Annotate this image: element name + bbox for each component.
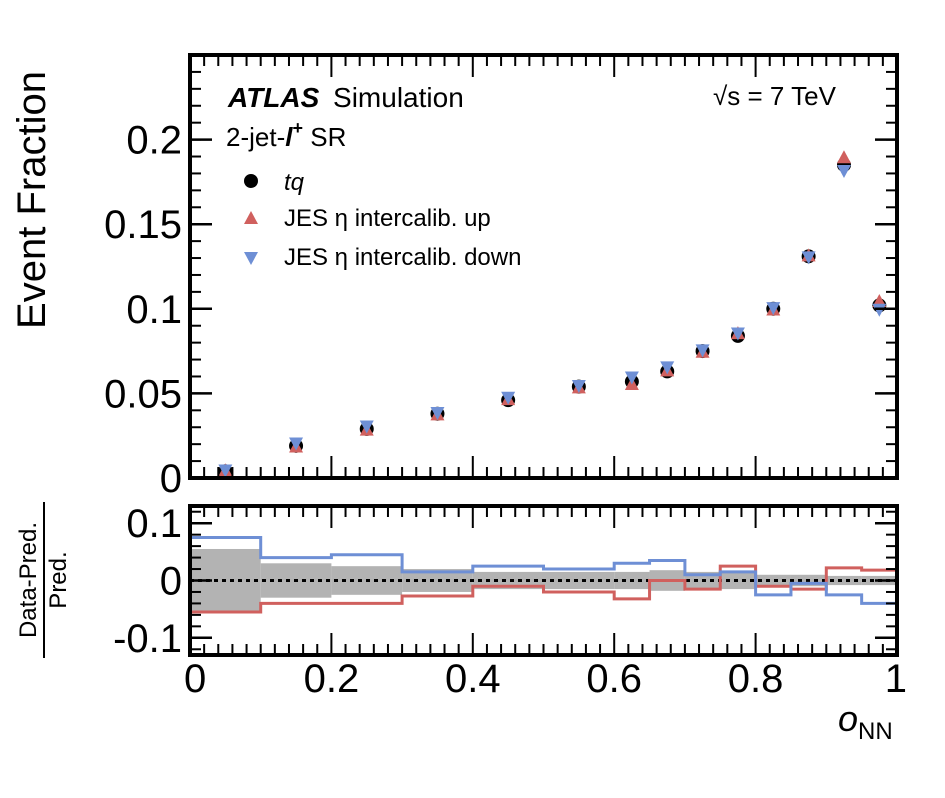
- ratio-step-up: [190, 564, 897, 614]
- x-tick-label: 0.8: [728, 657, 784, 701]
- point-down: [218, 464, 233, 478]
- main-panel: 0 0.05 0.1 0.15 0.2: [104, 53, 899, 501]
- point-down: [872, 303, 887, 317]
- point-down: [660, 361, 675, 375]
- point-down: [359, 420, 374, 434]
- ratio-y-axis-title: Data-Pred. Pred.: [15, 502, 72, 658]
- ratio-panel: -0.100.10 0.2 0.4 0.6 0.8 1: [113, 502, 907, 701]
- y-tick-label: 0.05: [104, 372, 182, 416]
- x-tick-label: 0.2: [304, 657, 360, 701]
- point-down: [766, 302, 781, 316]
- x-tick-label: 0.4: [445, 657, 501, 701]
- legend-marker-tq: [244, 174, 258, 188]
- y-tick-label: 0.15: [104, 203, 182, 247]
- point-down: [695, 344, 710, 358]
- ratio-y-denominator: Pred.: [45, 551, 72, 608]
- legend-marker-up: [244, 211, 258, 224]
- point-up: [872, 294, 887, 308]
- ratio-y-numerator: Data-Pred.: [15, 522, 42, 638]
- y-tick-label: 0.2: [126, 119, 182, 163]
- point-down: [430, 407, 445, 421]
- y-tick-label: 0.1: [126, 288, 182, 332]
- x-axis-title: oNN: [838, 698, 893, 745]
- point-down: [571, 379, 586, 393]
- legend-marker-down: [244, 252, 258, 265]
- ratio-y-tick-label: 0.1: [126, 502, 182, 546]
- point-down: [730, 327, 745, 341]
- point-up: [836, 150, 851, 164]
- point-down: [624, 371, 639, 385]
- ratio-step-down: [190, 536, 897, 605]
- energy-label: √s = 7 TeV: [713, 81, 837, 111]
- point-down: [501, 391, 516, 405]
- x-tick-label: 1: [885, 657, 907, 701]
- y-axis-title: Event Fraction: [10, 71, 54, 329]
- x-tick-label: 0: [184, 657, 206, 701]
- uncertainty-band: [543, 571, 615, 590]
- point-down: [801, 251, 816, 265]
- region-label: 2-jet-l+ SR: [226, 118, 346, 152]
- x-tick-label: 0.6: [586, 657, 642, 701]
- legend-label-down: JES η intercalib. down: [284, 244, 521, 271]
- uncertainty-band: [755, 574, 791, 587]
- ratio-y-tick-label: -0.1: [113, 617, 182, 661]
- legend-label-tq: tq: [284, 169, 305, 196]
- point-down: [289, 437, 304, 451]
- legend: tq JES η intercalib. up JES η intercalib…: [244, 169, 521, 271]
- atlas-label: ATLAS Simulation: [227, 82, 464, 113]
- legend-label-up: JES η intercalib. up: [284, 205, 491, 232]
- uncertainty-band: [826, 575, 862, 586]
- y-tick-label: 0: [160, 457, 182, 501]
- uncertainty-band: [402, 569, 473, 592]
- ratio-y-tick-label: 0: [160, 560, 182, 604]
- point-down: [836, 165, 851, 179]
